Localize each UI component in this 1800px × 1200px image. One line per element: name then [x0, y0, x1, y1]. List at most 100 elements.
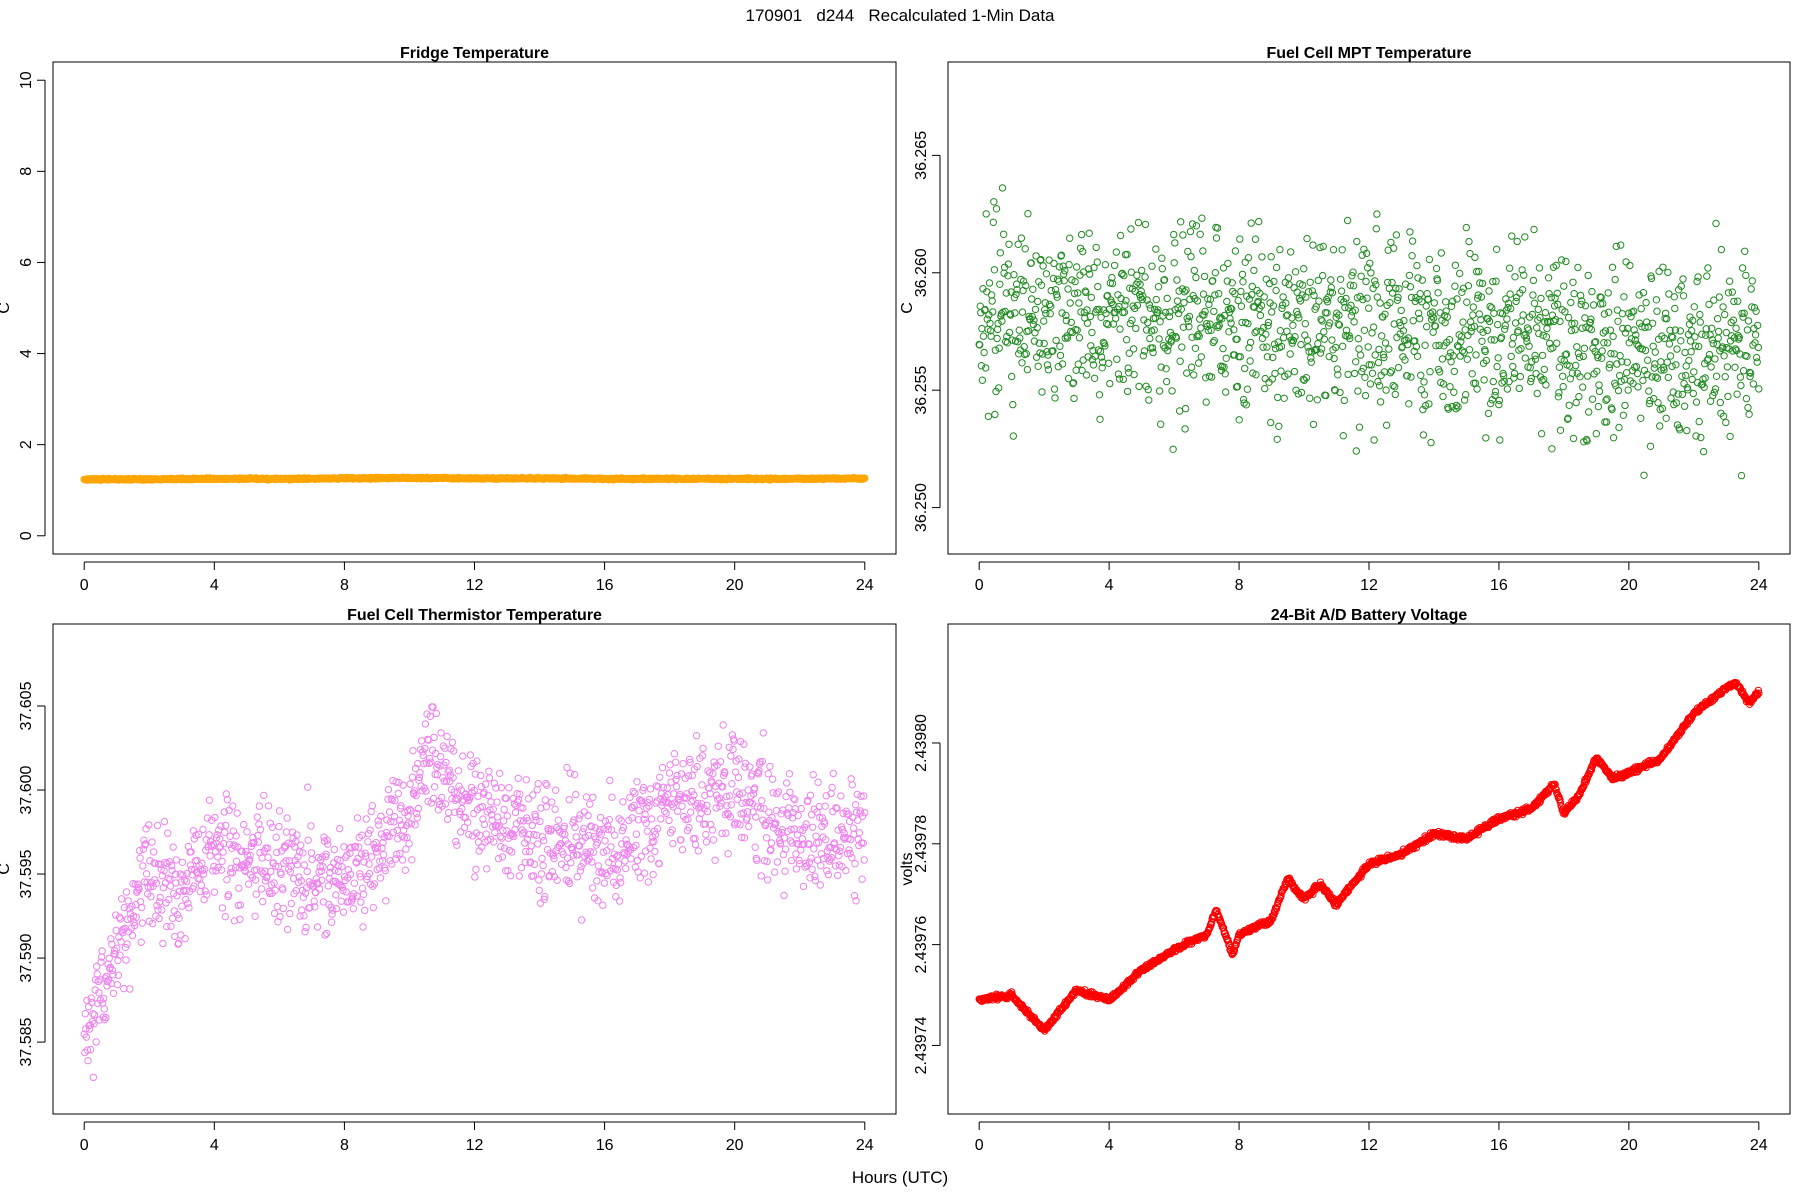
data-point: [1538, 351, 1547, 360]
data-point: [622, 836, 630, 844]
data-point: [1430, 314, 1438, 322]
data-point: [1120, 271, 1128, 280]
data-point: [1648, 319, 1657, 327]
data-point: [1264, 318, 1273, 327]
data-point: [1501, 321, 1510, 330]
data-point: [1381, 339, 1390, 347]
data-point: [1269, 302, 1278, 310]
figure-title: 170901 d244 Recalculated 1-Min Data: [745, 6, 1055, 25]
data-point: [415, 773, 424, 782]
data-point: [1190, 266, 1199, 275]
data-point: [588, 858, 596, 866]
data-point: [1284, 274, 1293, 282]
data-point: [1148, 344, 1157, 352]
data-point: [1744, 403, 1752, 412]
data-point: [1555, 389, 1563, 397]
data-point: [1042, 309, 1050, 318]
data-point: [555, 841, 564, 849]
data-point: [715, 794, 724, 802]
data-point: [1135, 382, 1143, 391]
data-point: [1599, 329, 1608, 337]
data-point: [182, 895, 190, 904]
data-point: [699, 744, 707, 753]
data-point: [493, 813, 502, 821]
data-point: [200, 865, 209, 873]
data-point: [698, 752, 707, 760]
data-point: [286, 909, 294, 918]
data-point: [1018, 359, 1026, 367]
data-point: [701, 820, 709, 828]
data-point: [1730, 297, 1738, 306]
data-point: [445, 766, 453, 774]
x-tick-label: 12: [1360, 577, 1378, 594]
data-point: [141, 840, 150, 848]
data-point: [1507, 352, 1515, 361]
data-point: [1663, 315, 1671, 323]
x-tick-label: 4: [210, 577, 219, 594]
data-point: [1163, 294, 1171, 303]
data-point: [1505, 264, 1514, 272]
data-point: [1101, 261, 1110, 269]
x-tick-label: 24: [1750, 577, 1768, 594]
data-point: [322, 850, 330, 858]
data-point: [115, 933, 123, 941]
data-point: [1662, 414, 1670, 422]
data-point: [1655, 267, 1663, 276]
data-point: [1392, 284, 1400, 293]
data-point: [181, 935, 189, 943]
data-point: [1439, 392, 1447, 401]
data-point: [414, 804, 423, 813]
data-point: [547, 825, 555, 833]
data-point: [769, 824, 778, 832]
data-point: [613, 852, 621, 861]
data-point: [515, 796, 523, 804]
data-point: [1364, 343, 1372, 351]
data-point: [1540, 365, 1549, 374]
data-point: [1256, 289, 1264, 297]
data-point: [1746, 372, 1754, 381]
data-point: [1450, 388, 1458, 396]
data-point: [221, 828, 229, 836]
data-point: [1144, 318, 1152, 327]
data-point: [647, 815, 656, 823]
data-point: [233, 809, 241, 817]
data-point: [1492, 245, 1501, 254]
data-point: [1646, 442, 1655, 450]
data-point: [1550, 317, 1558, 326]
data-point: [1612, 242, 1621, 251]
data-point: [782, 792, 790, 801]
data-point: [1650, 364, 1659, 372]
data-point: [1565, 401, 1573, 409]
data-point: [1242, 401, 1251, 409]
data-point: [1422, 302, 1430, 310]
data-point: [1181, 404, 1190, 413]
data-point: [1014, 338, 1022, 346]
data-point: [709, 770, 717, 778]
data-point: [1207, 373, 1216, 381]
data-point: [1435, 341, 1443, 350]
data-point: [586, 848, 594, 856]
data-point: [1197, 353, 1206, 361]
data-point: [530, 830, 538, 839]
data-point: [1047, 286, 1055, 295]
data-point: [293, 860, 302, 869]
data-point: [1742, 394, 1751, 403]
data-point: [163, 922, 171, 931]
data-point: [1427, 315, 1436, 324]
data-point: [1066, 299, 1074, 307]
data-point: [795, 856, 803, 865]
data-point: [580, 824, 588, 833]
data-point: [1625, 339, 1634, 347]
data-point: [1352, 358, 1360, 366]
data-point: [160, 817, 169, 826]
data-point: [410, 787, 419, 795]
data-point: [1711, 385, 1720, 393]
data-point: [1209, 277, 1217, 285]
data-point: [1495, 400, 1503, 409]
data-point: [1257, 301, 1266, 310]
data-point: [1129, 302, 1137, 310]
data-point: [365, 860, 373, 868]
data-point: [1240, 399, 1248, 407]
data-point: [1557, 355, 1565, 364]
data-point: [1202, 398, 1210, 406]
